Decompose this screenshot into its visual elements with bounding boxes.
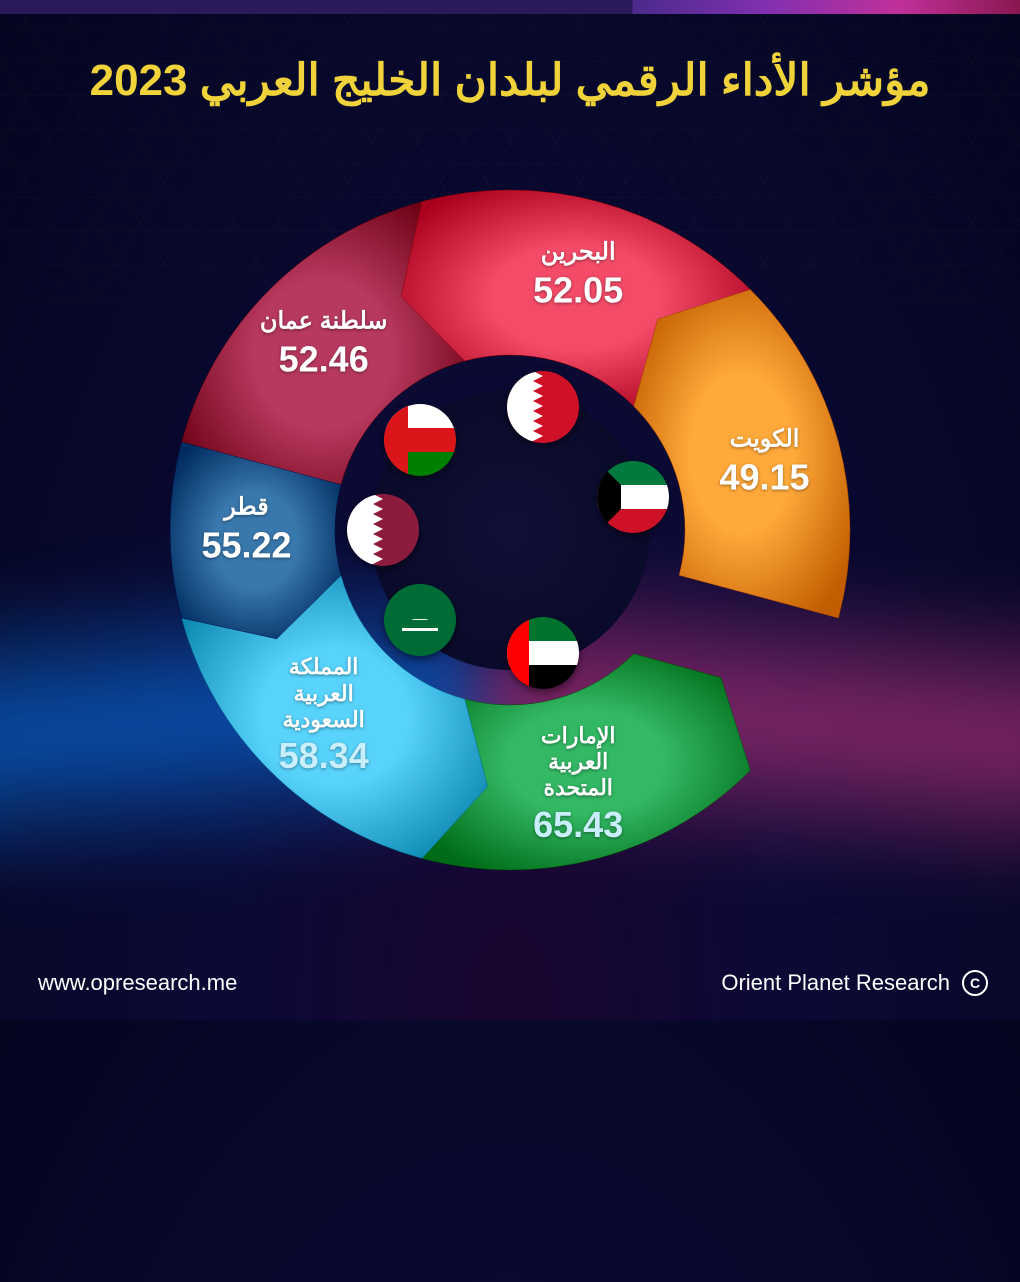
copyright-text: Orient Planet Research (721, 970, 950, 996)
flag-kuwait (597, 461, 669, 533)
label-kuwait: الكويت49.15 (680, 424, 850, 499)
label-bahrain: البحرين52.05 (493, 238, 663, 313)
page-title: مؤشر الأداء الرقمي لبلدان الخليج العربي … (0, 55, 1020, 106)
label-qatar: قطر55.22 (162, 493, 332, 568)
flag-qatar (347, 494, 419, 566)
flag-oman (384, 404, 456, 476)
donut-chart: سلطنة عمان52.46 البحرين52.05 الكويت49.15 ال… (150, 170, 870, 890)
top-accent-bar (0, 0, 1020, 14)
svg-text:ـــــ: ـــــ (412, 612, 429, 623)
label-ksa: المملكةالعربيةالسعودية58.34 (224, 654, 424, 778)
copyright-icon: C (962, 970, 988, 996)
label-uae: الإماراتالعربيةالمتحدة65.43 (478, 722, 678, 846)
flag-uae (507, 617, 579, 689)
flag-ksa: ـــــ (384, 584, 456, 656)
copyright: C Orient Planet Research (721, 970, 988, 996)
flag-bahrain (507, 371, 579, 443)
label-oman: سلطنة عمان52.46 (239, 306, 409, 381)
website-url: www.opresearch.me (38, 970, 237, 996)
